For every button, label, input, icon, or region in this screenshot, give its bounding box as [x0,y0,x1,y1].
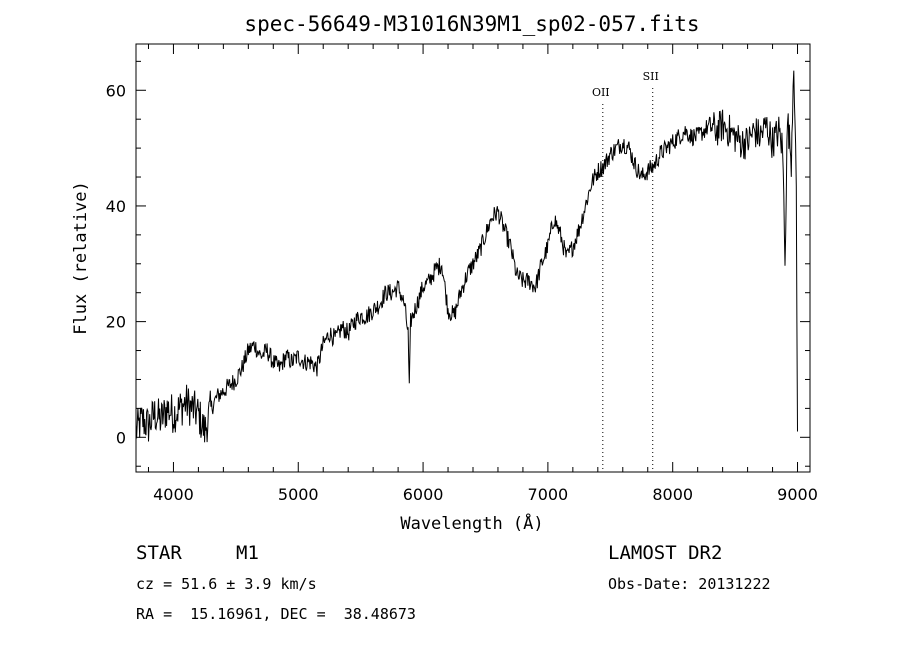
y-tick-label: 20 [106,313,126,332]
spectrum-line [135,70,798,443]
x-tick-label: 6000 [403,485,444,504]
annotation-label: SII [643,70,659,83]
chart-title: spec-56649-M31016N39M1_sp02-057.fits [244,12,699,36]
x-tick-label: 5000 [278,485,319,504]
y-axis-label: Flux (relative) [71,181,91,335]
y-tick-label: 0 [116,428,126,447]
x-tick-label: 8000 [652,485,693,504]
survey-name: LAMOST DR2 [608,542,723,564]
plot-frame [135,43,811,473]
annotation-label: OII [592,86,610,99]
tick-labels: 4000 5000 6000 7000 8000 9000 0 20 40 60 [106,81,818,504]
x-axis-label: Wavelength (Å) [400,512,543,534]
x-tick-label: 9000 [777,485,818,504]
y-tick-label: 40 [106,197,126,216]
observation-date: Obs-Date: 20131222 [608,575,771,593]
sky-coordinates: RA = 15.16961, DEC = 38.48673 [136,605,416,623]
redshift-velocity: cz = 51.6 ± 3.9 km/s [136,575,317,593]
y-tick-label: 60 [106,81,126,100]
x-tick-label: 4000 [153,485,194,504]
x-tick-label: 7000 [528,485,569,504]
axis-ticks [136,44,810,472]
line-annotations: OII SII [592,70,659,472]
object-subclass: M1 [236,542,259,564]
object-class: STAR [136,542,182,564]
